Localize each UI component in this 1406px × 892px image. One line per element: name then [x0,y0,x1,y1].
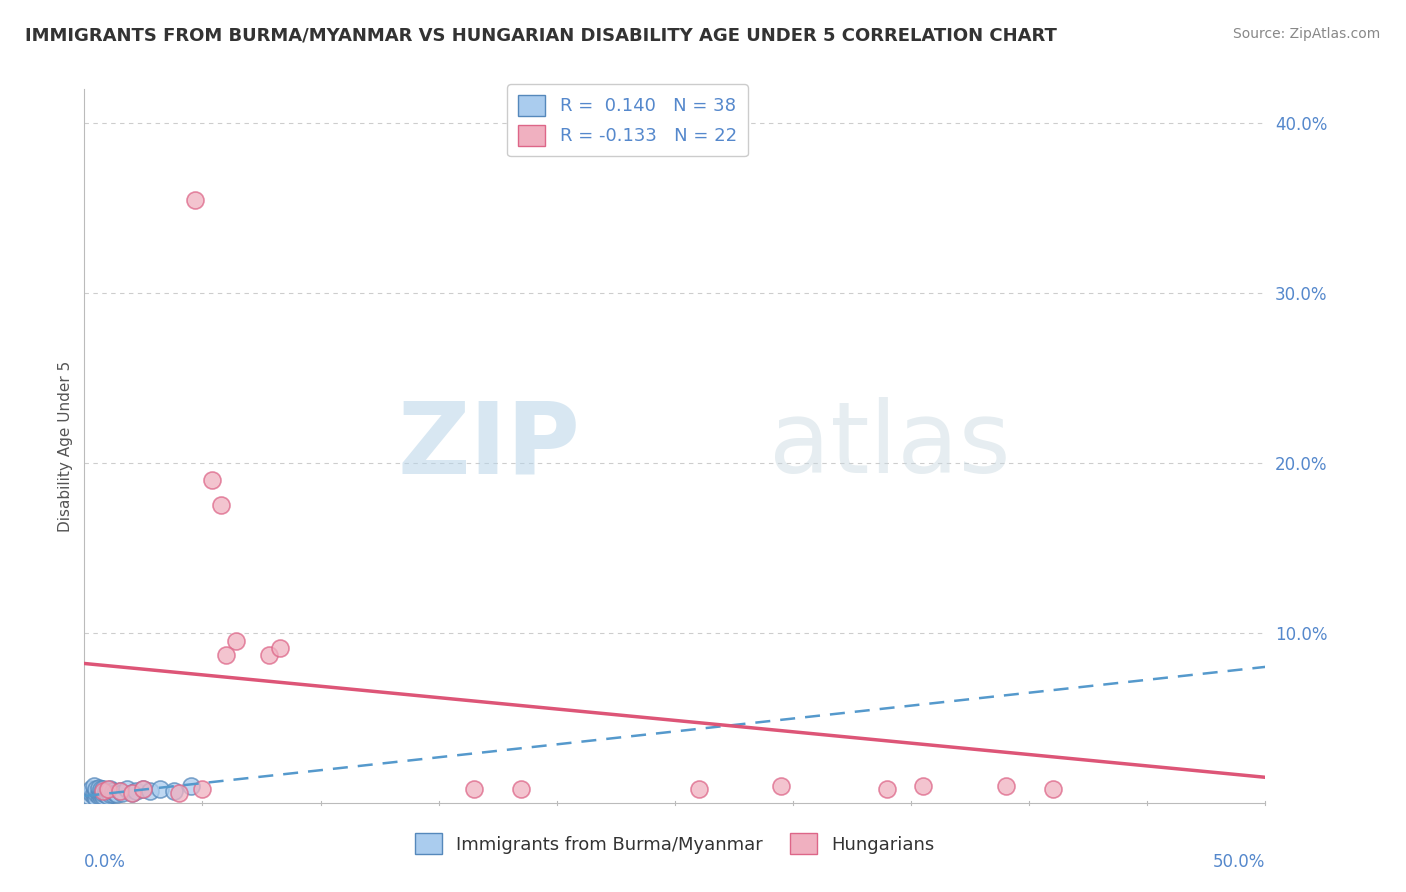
Point [84,782,107,797]
Point [163,784,186,798]
Point [77,789,100,803]
Point [1042,782,1064,797]
Point [184,193,207,207]
Point [139,784,162,798]
Point [463,782,485,797]
Point [191,782,214,797]
Point [83,779,105,793]
Point [257,648,280,662]
Point [994,779,1017,793]
Point [87,780,110,795]
Point [83,786,105,800]
Point [911,779,934,793]
Point [121,786,143,800]
Y-axis label: Disability Age Under 5: Disability Age Under 5 [58,360,73,532]
Point [97,784,120,798]
Point [80,782,103,797]
Point [98,782,121,797]
Point [115,782,138,797]
Point [101,784,124,798]
Point [94,784,117,798]
Point [149,782,172,797]
Point [107,787,129,801]
Point [121,786,143,800]
Point [97,789,120,803]
Point [201,473,224,487]
Text: IMMIGRANTS FROM BURMA/MYANMAR VS HUNGARIAN DISABILITY AGE UNDER 5 CORRELATION CH: IMMIGRANTS FROM BURMA/MYANMAR VS HUNGARI… [25,27,1057,45]
Point [87,786,110,800]
Point [108,784,131,798]
Text: Source: ZipAtlas.com: Source: ZipAtlas.com [1233,27,1381,41]
Point [111,786,134,800]
Point [90,782,112,797]
Point [97,782,120,797]
Point [84,786,107,800]
Point [132,782,155,797]
Point [104,786,127,800]
Point [98,787,121,801]
Point [91,789,114,803]
Point [90,786,112,800]
Point [876,782,898,797]
Point [84,790,107,805]
Point [770,779,793,793]
Text: 50.0%: 50.0% [1213,853,1265,871]
Point [180,779,202,793]
Point [83,789,105,803]
Point [91,786,114,800]
Text: atlas: atlas [769,398,1011,494]
Point [510,782,533,797]
Point [209,499,232,513]
Point [215,648,238,662]
Point [94,787,117,801]
Point [225,634,247,648]
Point [269,641,291,656]
Legend: Immigrants from Burma/Myanmar, Hungarians: Immigrants from Burma/Myanmar, Hungarian… [408,826,942,862]
Point [167,786,190,800]
Point [90,789,112,803]
Point [91,784,114,798]
Point [80,786,103,800]
Point [101,787,124,801]
Point [87,789,110,803]
Point [125,784,148,798]
Point [132,782,155,797]
Point [91,782,114,797]
Point [688,782,710,797]
Point [108,784,131,798]
Text: ZIP: ZIP [398,398,581,494]
Text: 0.0%: 0.0% [84,853,127,871]
